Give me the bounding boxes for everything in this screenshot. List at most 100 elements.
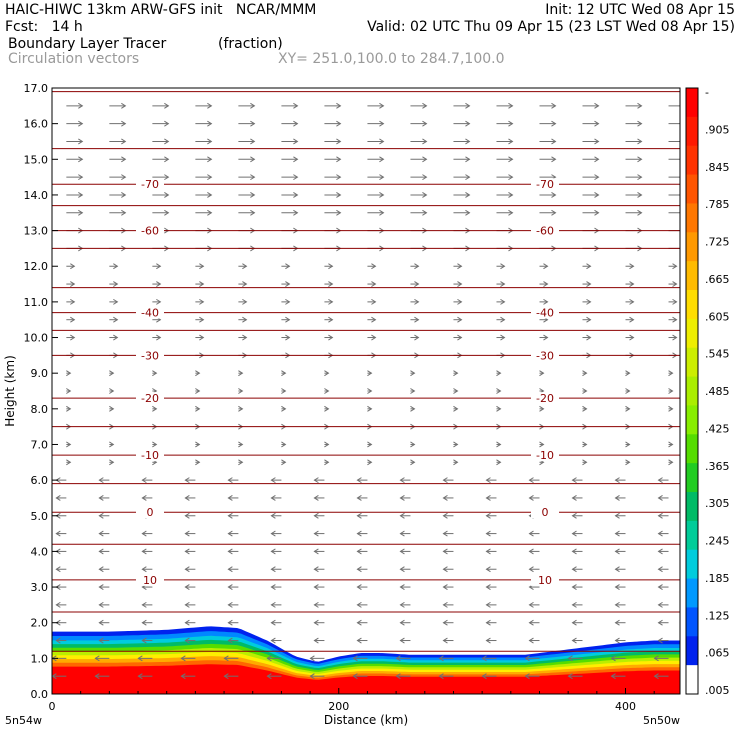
vector-arrowhead: [164, 209, 170, 216]
vector-arrowhead: [594, 102, 600, 109]
contour-label-bg: [136, 506, 164, 519]
colorbar-swatch: [686, 434, 698, 464]
vector-arrowhead: [78, 174, 84, 181]
vector-arrowhead: [227, 601, 233, 608]
vector-arrowhead: [465, 192, 471, 198]
vector-arrowhead: [681, 175, 685, 180]
vector-arrowhead: [657, 477, 663, 484]
vector-arrowhead: [614, 637, 620, 644]
vector-arrowhead: [141, 637, 147, 644]
vector-arrowhead: [508, 174, 514, 181]
vector-arrowhead: [637, 209, 643, 216]
vector-arrowhead: [571, 530, 577, 537]
contour-label: 10: [143, 574, 157, 587]
vector-arrowhead: [629, 334, 635, 341]
vector-arrowhead: [199, 263, 205, 270]
vector-arrowhead: [582, 370, 588, 377]
contour-label-bg: [531, 224, 559, 237]
vector-arrowhead: [66, 459, 72, 466]
vector-arrowhead: [152, 441, 158, 448]
vector-arrowhead: [184, 548, 190, 555]
vector-arrowhead: [356, 619, 362, 626]
vector-arrowhead: [266, 655, 272, 662]
vector-arrowhead: [465, 174, 471, 181]
vector-arrowhead: [270, 530, 276, 537]
vector-arrowhead: [414, 298, 420, 305]
vector-arrowhead: [109, 388, 115, 394]
vector-arrowhead: [442, 495, 448, 501]
vector-arrowhead: [465, 102, 471, 109]
vector-arrowhead: [207, 102, 213, 109]
vector-arrowhead: [109, 441, 115, 448]
vector-arrowhead: [586, 334, 592, 341]
vector-arrowhead: [55, 495, 61, 501]
vector-arrowhead: [453, 459, 459, 466]
vector-arrowhead: [223, 673, 229, 680]
vector-arrowhead: [313, 530, 319, 537]
vector-arrowhead: [78, 120, 84, 127]
vector-arrowhead: [657, 530, 663, 537]
vector-arrowhead: [422, 156, 428, 163]
vector-arrowhead: [399, 637, 405, 644]
vector-arrowhead: [438, 673, 444, 680]
y-tick-label: 16.0: [24, 118, 49, 131]
colorbar-swatch: [686, 116, 698, 147]
vector-arrowhead: [422, 174, 428, 181]
vector-arrowhead: [637, 156, 643, 163]
vector-arrowhead: [141, 601, 147, 608]
vector-arrowhead: [324, 405, 330, 412]
vector-arrowhead: [625, 405, 631, 412]
contour-label: -60: [536, 225, 554, 238]
vector-arrowhead: [164, 120, 170, 127]
vector-arrowhead: [336, 156, 342, 163]
vector-arrowhead: [543, 298, 549, 305]
vector-arrowhead: [571, 477, 577, 484]
vector-arrowhead: [281, 459, 287, 466]
vector-arrowhead: [571, 512, 577, 519]
colorbar-label: .905: [705, 123, 730, 136]
vector-arrowhead: [379, 120, 385, 127]
contour-label-bg: [531, 449, 559, 462]
x-axis-label: Distance (km): [324, 713, 408, 727]
vector-name: Circulation vectors: [8, 51, 140, 67]
vector-arrowhead: [356, 530, 362, 537]
x-end-label-right: 5n50w: [643, 714, 680, 727]
colorbar-swatch: [686, 174, 698, 204]
vector-arrowhead: [164, 102, 170, 109]
contour-label-bg: [531, 349, 559, 362]
vector-arrowhead: [399, 512, 405, 519]
colorbar-frame: [685, 87, 699, 695]
vector-arrowhead: [442, 601, 448, 608]
vector-arrowhead: [184, 566, 190, 573]
vector-arrowhead: [356, 477, 362, 484]
vector-arrowhead: [653, 673, 659, 680]
field-name: Boundary Layer Tracer: [8, 36, 167, 52]
vector-arrowhead: [141, 477, 147, 484]
vector-arrowhead: [113, 263, 119, 270]
vector-arrowhead: [66, 370, 72, 377]
vector-arrowhead: [672, 281, 678, 287]
vector-arrowhead: [379, 209, 385, 216]
vector-arrowhead: [528, 619, 534, 626]
contour-label-bg: [136, 573, 164, 586]
vector-arrowhead: [614, 566, 620, 573]
vector-arrowhead: [543, 263, 549, 270]
vector-arrowhead: [227, 637, 233, 644]
vector-arrowhead: [500, 334, 506, 341]
x-tick-label: 200: [328, 700, 349, 713]
y-axis-label: Height (km): [3, 355, 17, 426]
vector-arrowhead: [98, 566, 104, 573]
vector-arrowhead: [270, 477, 276, 484]
vector-arrowhead: [227, 548, 233, 555]
vector-arrowhead: [422, 102, 428, 109]
vector-arrowhead: [55, 530, 61, 537]
vector-arrowhead: [528, 495, 534, 501]
vector-arrowhead: [121, 192, 127, 198]
colorbar-label: .845: [705, 161, 730, 174]
vector-arrowhead: [66, 441, 72, 448]
contour-label: -70: [536, 178, 554, 191]
vector-arrowhead: [285, 281, 291, 287]
vector-arrowhead: [610, 655, 616, 662]
colorbar-label: -: [705, 86, 709, 99]
vector-arrowhead: [500, 263, 506, 270]
